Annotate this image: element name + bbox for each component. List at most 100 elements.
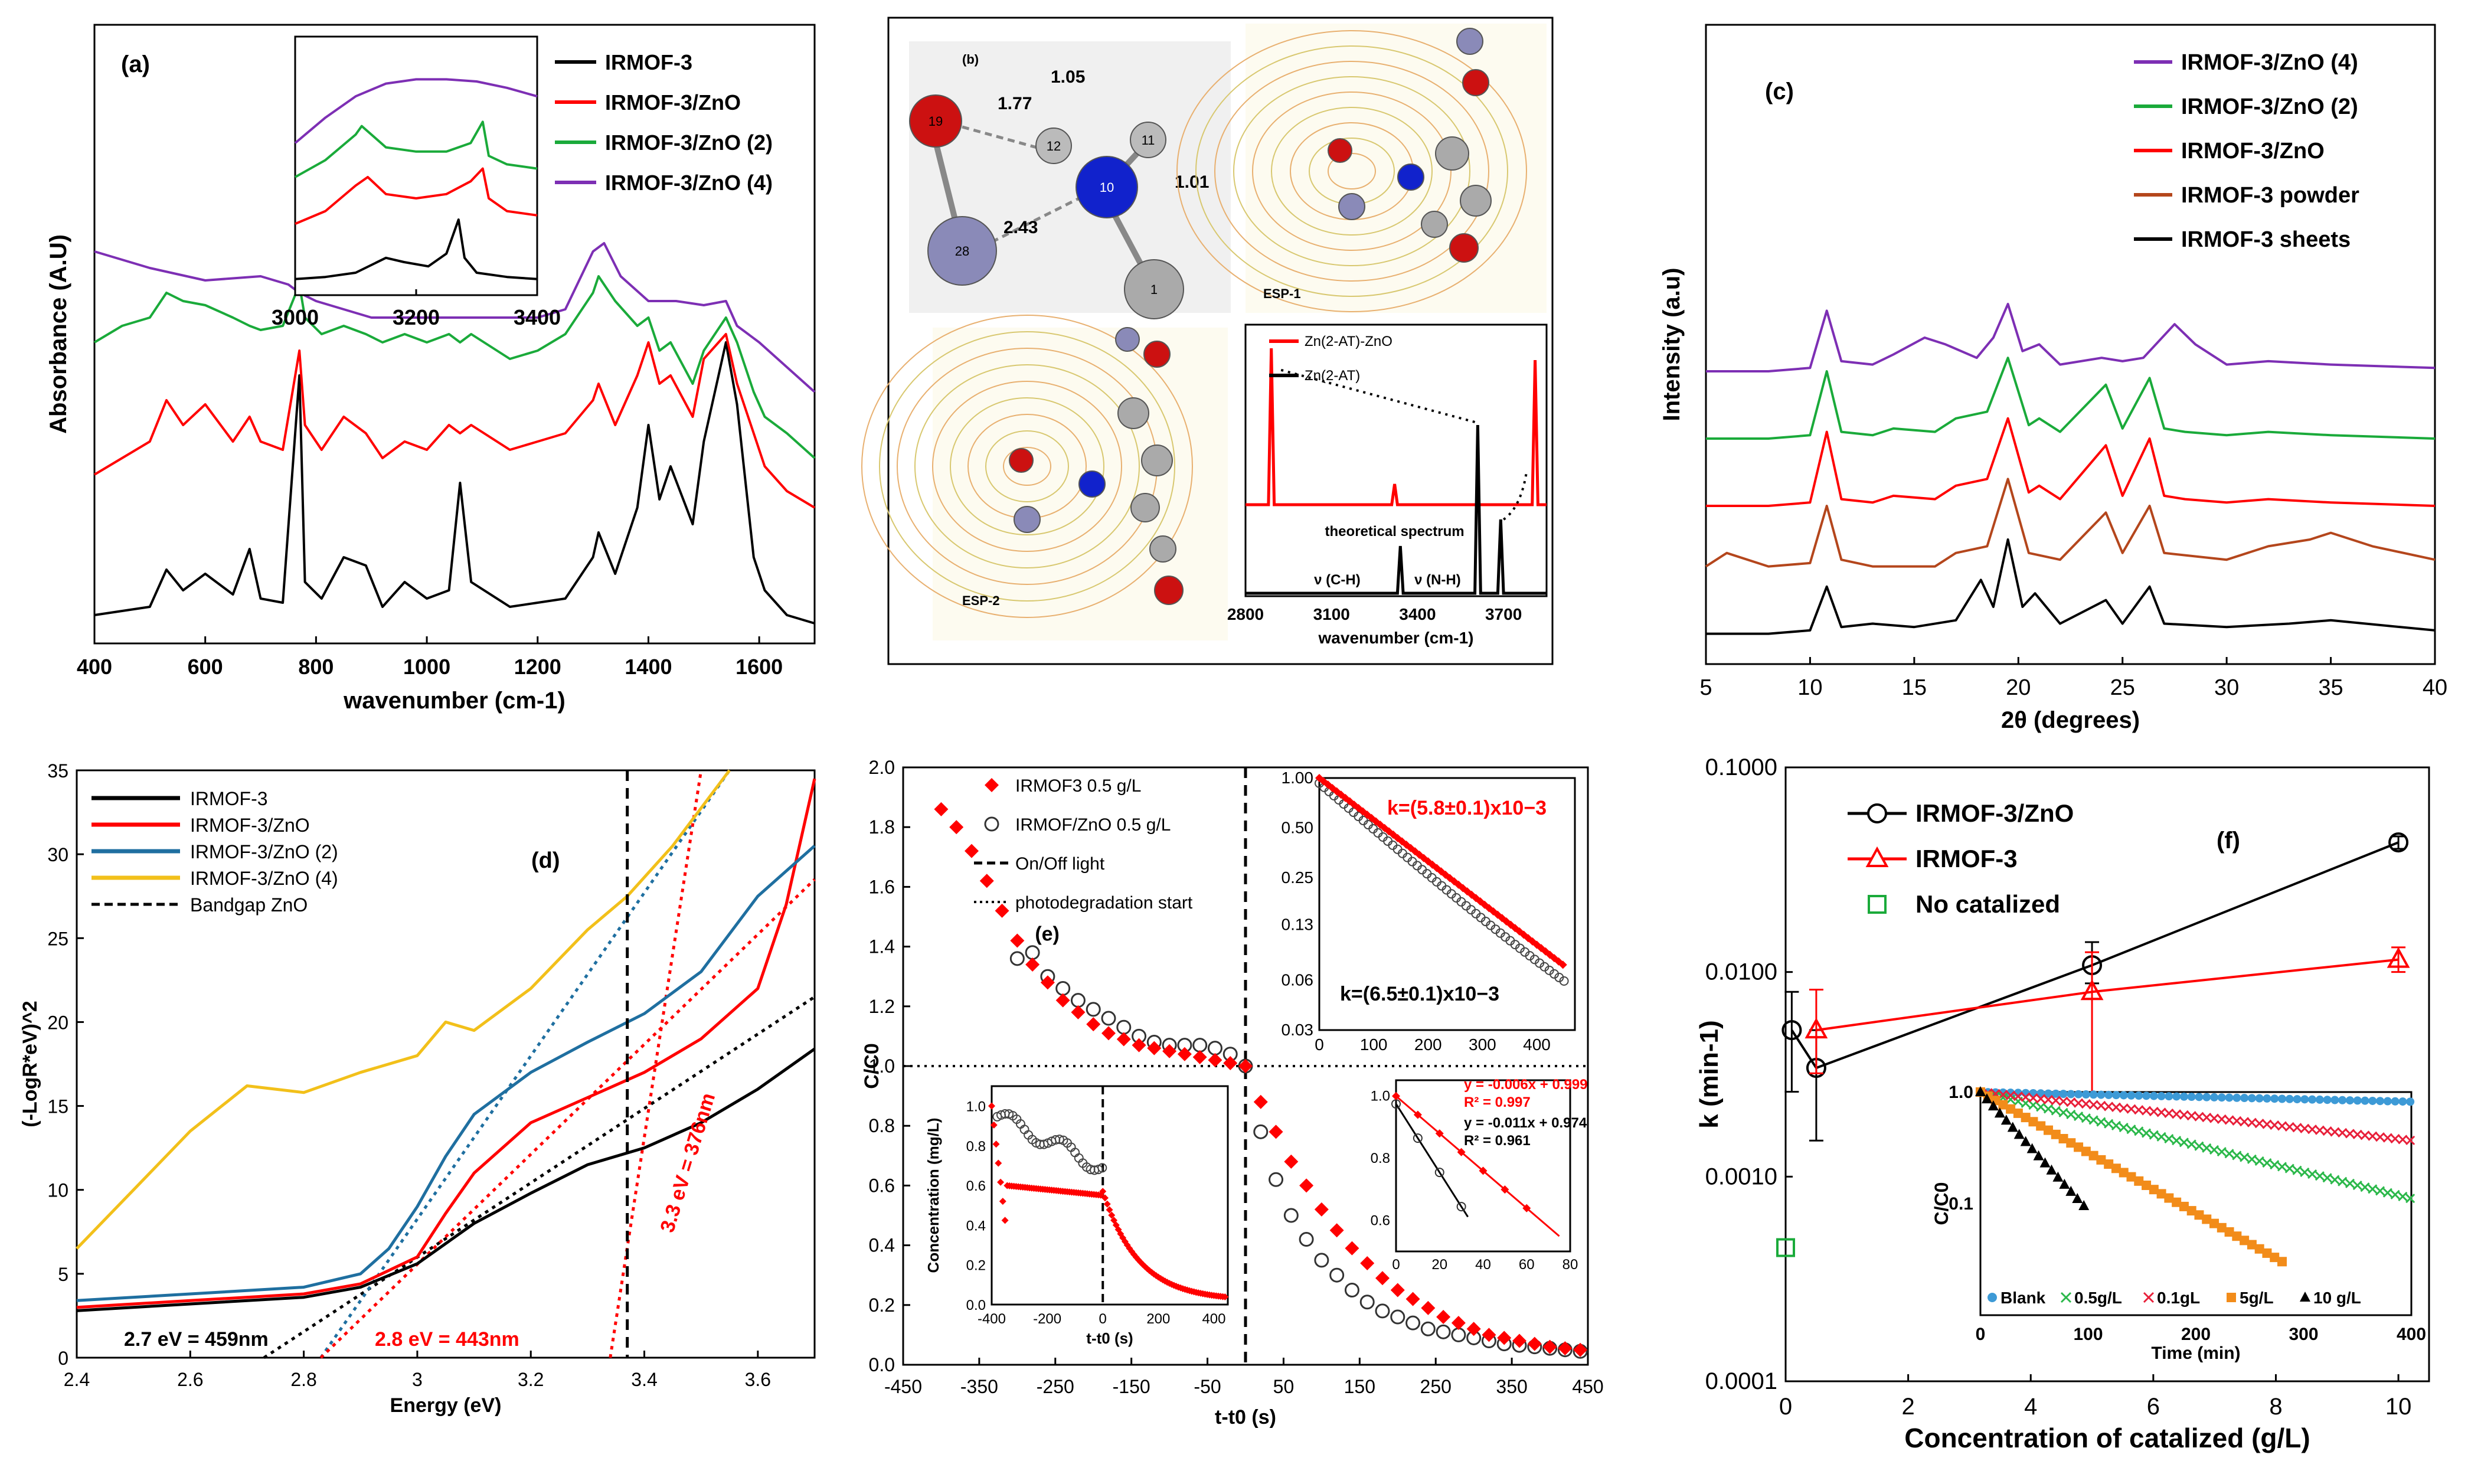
inset3-point-red [1522, 1204, 1531, 1212]
x-tick-label: 1400 [625, 655, 672, 679]
point-irmof-zno [1086, 1002, 1101, 1017]
inset-x-tick-label: 3400 [514, 305, 561, 329]
inset3-point-red [1479, 1166, 1488, 1175]
atom [1124, 259, 1184, 319]
point-irmof-zno [1359, 1295, 1375, 1310]
inset-point-blank [2036, 1089, 2045, 1098]
y-tick-label: 5 [58, 1264, 68, 1285]
atom-label: 10 [1100, 180, 1114, 195]
x-axis-label: 2θ (degrees) [2001, 707, 2140, 733]
panel-title: (d) [531, 848, 560, 873]
x-tick-label: 1200 [514, 655, 561, 679]
inset-point-cross [2390, 1133, 2400, 1144]
inset-point-cross [2028, 1100, 2038, 1110]
inset-point-cross [2156, 1132, 2166, 1142]
x-tick-label: -350 [960, 1376, 998, 1397]
inset-point-square [2217, 1222, 2227, 1233]
x-tick-label: 600 [188, 655, 223, 679]
esp-atom [1115, 327, 1140, 352]
inset-point-cross [2345, 1129, 2355, 1139]
inset-point-square [2081, 1146, 2091, 1156]
inset-point-blank [2270, 1094, 2279, 1103]
inset-point-square [2270, 1253, 2280, 1263]
inset-point-cross [2338, 1176, 2348, 1186]
inset-point-triangle [2026, 1143, 2038, 1153]
inset-x-tick-label: 0 [1976, 1325, 1986, 1344]
inset-point-blank [2308, 1095, 2317, 1104]
inset-point-cross [2375, 1186, 2385, 1196]
inset-point-square [2028, 1117, 2038, 1127]
esp-atom [1460, 185, 1492, 217]
inset-point-triangle [2007, 1122, 2018, 1132]
inset-point-square [2096, 1155, 2106, 1165]
point-irmof3 [1192, 1050, 1207, 1064]
inset-point-blank [2232, 1093, 2241, 1102]
inset-point-blank [2179, 1092, 2188, 1101]
esp-contour [950, 397, 1104, 535]
legend-label: photodegradation start [1015, 893, 1193, 913]
esp-atom [1130, 493, 1160, 522]
point-irmof3 [1162, 1044, 1177, 1058]
bandgap-annotation: 2.7 eV = 459nm [124, 1328, 269, 1351]
inset-point-triangle [2059, 1178, 2070, 1189]
inset2-y-tick-label: 0.03 [1282, 1021, 1314, 1039]
y-tick-label: 25 [47, 928, 68, 949]
distance-label: 1.01 [1175, 172, 1209, 192]
inset-point-cross [2292, 1123, 2302, 1133]
inset-point-cross [2141, 1128, 2152, 1138]
legend-label: Bandgap ZnO [190, 894, 308, 916]
point-irmof-zno [1344, 1283, 1359, 1297]
legend-label: IRMOF-3/ZnO (2) [605, 130, 773, 155]
inset-point-cross [2036, 1094, 2046, 1104]
tauc-series-2 [76, 845, 816, 1302]
inset-point-cross [2081, 1113, 2091, 1123]
inset-point-cross [2217, 1147, 2227, 1157]
inset1-x-tick-label: 400 [1202, 1311, 1225, 1327]
inset2-rate-red: k=(5.8±0.1)x10−3 [1387, 797, 1547, 819]
inset-x-tick-label: 3200 [393, 305, 440, 329]
inset-point-cross [2074, 1112, 2084, 1122]
inset-point-blank [2293, 1095, 2302, 1104]
inset1-y-axis-label: Concentration (mg/L) [924, 1118, 942, 1273]
inset-point-triangle [1994, 1107, 2005, 1118]
inset3-y-tick-label: 0.6 [1371, 1212, 1390, 1228]
inset-point-square [2194, 1210, 2204, 1220]
y-tick-label: 0.4 [869, 1235, 895, 1256]
inset-point-square [2254, 1244, 2264, 1254]
inset-point-blank [2361, 1096, 2369, 1105]
point-irmof3 [1329, 1223, 1344, 1238]
y-tick-label: 15 [47, 1096, 68, 1117]
inset3-equation: y = -0.011x + 0.974 [1464, 1115, 1587, 1131]
inset-legend-marker [2300, 1292, 2310, 1302]
panel-title: (c) [1765, 79, 1794, 104]
legend-label: IRMOF-3/ZnO (4) [605, 171, 773, 195]
inset-point-blank [2195, 1093, 2204, 1101]
esp-contour [914, 364, 1140, 568]
point-irmof3 [2080, 979, 2104, 1001]
point-irmof3 [1223, 1055, 1238, 1070]
inset-point-triangle [1981, 1093, 1992, 1104]
inset-point-cross [2209, 1145, 2219, 1155]
inset-point-square [2111, 1163, 2121, 1174]
inset2-point-red [1558, 960, 1567, 969]
point-irmof3 [1101, 1026, 1116, 1041]
x-tick-label: 3.4 [631, 1369, 657, 1390]
inset-point-blank [2217, 1093, 2226, 1102]
x-tick-label: 25 [2110, 675, 2135, 700]
inset-point-cross [2368, 1131, 2378, 1141]
inset-point-cross [2186, 1111, 2196, 1121]
distance-label: 1.77 [998, 94, 1032, 113]
inset-series-1 [295, 167, 538, 225]
inset2-y-tick-label: 0.13 [1282, 915, 1314, 933]
spectrum-x-tick-label: 3100 [1313, 605, 1350, 623]
inset-point-square [2277, 1257, 2287, 1267]
inset-point-blank [2202, 1093, 2211, 1101]
inset-point-cross [2405, 1194, 2415, 1204]
inset-point-cross [2096, 1100, 2106, 1111]
inset-point-square [2036, 1121, 2046, 1131]
point-irmof3 [1269, 1125, 1283, 1139]
inset-point-cross [2126, 1104, 2136, 1114]
inset-point-cross [2284, 1163, 2294, 1174]
legend-label: IRMOF-3 sheets [2181, 227, 2351, 252]
atom [1076, 156, 1138, 218]
